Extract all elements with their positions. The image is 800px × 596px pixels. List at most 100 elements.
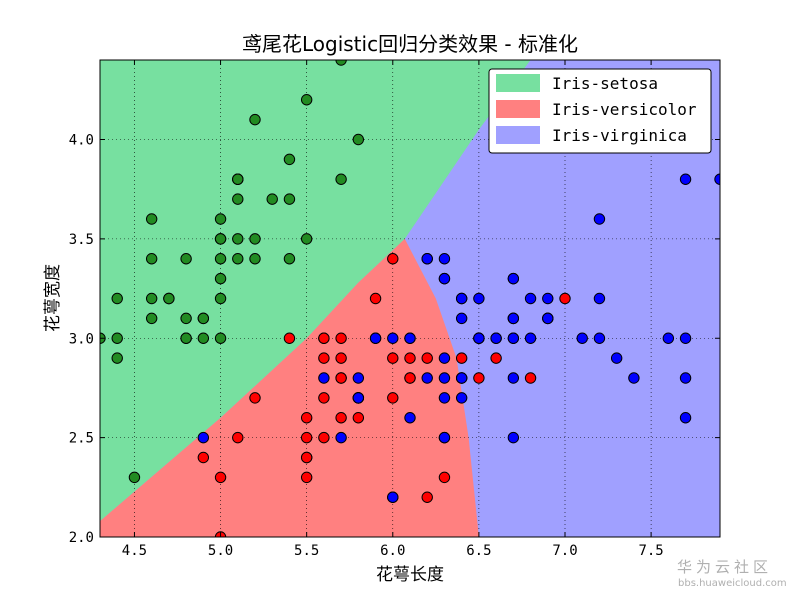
point-iris-versicolor [369,292,382,305]
point-iris-setosa [232,253,244,265]
point-iris-virginica [679,332,692,344]
point-iris-virginica [679,173,692,185]
point-iris-virginica [473,332,485,344]
x-tick-label: 4.5 [122,543,147,559]
point-iris-setosa [300,94,313,106]
point-iris-setosa [249,113,261,126]
point-iris-virginica [507,272,520,285]
point-iris-virginica [593,292,606,305]
point-iris-virginica [593,213,606,225]
point-iris-setosa [111,352,123,364]
point-iris-setosa [335,173,347,185]
point-iris-versicolor [318,332,330,344]
point-iris-versicolor [387,392,399,404]
axis-ticks: 4.5 5.0 5.5 6.0 6.5 7.0 7.5 2.0 2.5 3.0 3.5 4.0 [69,60,720,559]
point-iris-versicolor [318,352,330,364]
y-tick-label: 2.5 [69,431,94,447]
y-axis-label: 花萼宽度 [43,264,63,332]
point-iris-setosa [249,253,261,265]
point-iris-setosa [352,133,365,146]
point-iris-virginica [404,412,416,424]
data-points [100,60,720,537]
point-iris-setosa [283,193,296,205]
point-iris-virginica [524,332,537,344]
point-iris-versicolor [300,471,313,484]
point-iris-setosa [232,173,244,185]
point-iris-versicolor [387,253,399,265]
x-tick-label: 6.0 [380,543,405,559]
point-iris-setosa [214,213,227,225]
point-iris-virginica [628,372,640,384]
point-iris-setosa [163,292,175,305]
legend-swatch [496,126,540,144]
point-iris-versicolor [387,352,399,364]
point-iris-virginica [473,292,485,305]
point-iris-versicolor [524,372,537,384]
point-iris-setosa [145,253,158,265]
point-iris-setosa [214,233,227,245]
point-iris-virginica [197,431,210,444]
point-iris-setosa [214,292,227,305]
point-iris-versicolor [232,431,244,444]
point-iris-setosa [180,332,192,344]
point-iris-virginica [507,332,520,344]
point-iris-virginica [455,292,468,305]
point-iris-virginica [507,312,520,325]
point-iris-virginica [593,332,606,344]
point-iris-versicolor [300,412,313,424]
point-iris-virginica [679,412,692,424]
point-iris-virginica [387,491,399,503]
point-iris-versicolor [473,372,485,384]
point-iris-setosa [214,332,227,344]
point-iris-virginica [404,332,416,344]
point-iris-virginica [369,332,382,344]
point-iris-setosa [145,292,158,305]
region-iris-setosa [100,60,531,522]
point-iris-virginica [542,312,554,325]
legend-swatch [496,74,540,92]
point-iris-virginica [610,352,623,364]
point-iris-virginica [455,392,468,404]
legend: Iris-setosa Iris-versicolor Iris-virginica [488,68,712,154]
point-iris-versicolor [335,352,347,364]
point-iris-versicolor [352,412,365,424]
region-iris-versicolor [100,238,479,537]
point-iris-virginica [542,292,554,305]
point-iris-virginica [421,253,433,265]
point-iris-setosa [180,312,192,325]
legend-box [488,68,712,154]
point-iris-virginica [455,372,468,384]
point-iris-setosa [145,312,158,325]
point-iris-setosa [128,471,141,484]
point-iris-setosa [266,193,278,205]
y-tick-label: 3.5 [69,232,94,248]
chart-title: 鸢尾花Logistic回归分类效果 - 标准化 [242,32,578,56]
legend-label: Iris-versicolor [552,100,697,119]
point-iris-setosa [232,193,244,205]
point-iris-virginica [507,372,520,384]
point-iris-versicolor [421,491,433,503]
point-iris-versicolor [318,431,330,444]
point-iris-virginica [352,372,365,384]
point-iris-virginica [455,312,468,325]
x-axis-label: 花萼长度 [376,565,444,585]
x-tick-label: 5.5 [294,543,319,559]
point-iris-versicolor [300,431,313,444]
legend-swatch [496,100,540,118]
point-iris-versicolor [404,372,416,384]
y-tick-label: 3.0 [69,331,94,347]
point-iris-virginica [679,372,692,384]
point-iris-versicolor [335,372,347,384]
point-iris-versicolor [335,412,347,424]
watermark-url: bbs.huaweicloud.com [678,578,787,589]
point-iris-versicolor [455,352,468,364]
point-iris-virginica [335,431,347,444]
point-iris-versicolor [318,392,330,404]
point-iris-versicolor [404,352,416,364]
point-iris-versicolor [421,352,433,364]
point-iris-setosa [214,253,227,265]
point-iris-virginica [576,332,588,344]
point-iris-versicolor [214,471,227,484]
y-tick-label: 4.0 [69,133,94,149]
point-iris-virginica [438,253,451,265]
